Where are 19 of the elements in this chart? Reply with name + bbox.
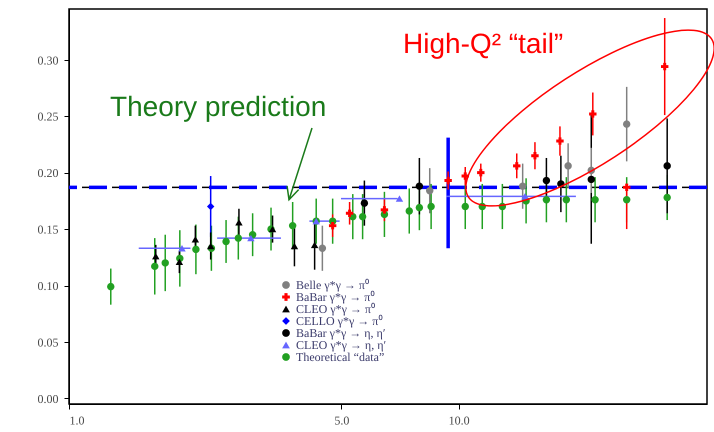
y-tick-label: 0.15 xyxy=(38,222,58,237)
legend-label: Belle γ*γ → π⁰ xyxy=(296,278,369,292)
legend-label: CLEO γ*γ → η, η′ xyxy=(296,338,386,352)
annotation: High-Q² “tail” xyxy=(403,28,564,59)
x-tick-label: 10.0 xyxy=(448,414,470,428)
legend-label: BaBar γ*γ → π⁰ xyxy=(296,290,374,304)
x-tick-label: 1.0 xyxy=(70,414,84,428)
annotation: Theory prediction xyxy=(110,91,326,122)
y-tick-label: 0.05 xyxy=(38,335,58,350)
y-tick-label: 0.30 xyxy=(38,53,58,68)
y-tick-label: 0.20 xyxy=(38,166,58,180)
legend-label: BaBar γ*γ → η, η′ xyxy=(296,326,386,340)
y-tick-label: 0.00 xyxy=(38,392,58,406)
legend-label: Theoretical “data” xyxy=(296,350,384,364)
legend-label: CELLO γ*γ → π⁰ xyxy=(296,314,382,328)
legend-label: CLEO γ*γ → π⁰ xyxy=(296,302,375,316)
x-tick-label: 5.0 xyxy=(334,414,350,428)
y-tick-label: 0.10 xyxy=(38,279,58,293)
y-tick-label: 0.25 xyxy=(38,110,58,124)
